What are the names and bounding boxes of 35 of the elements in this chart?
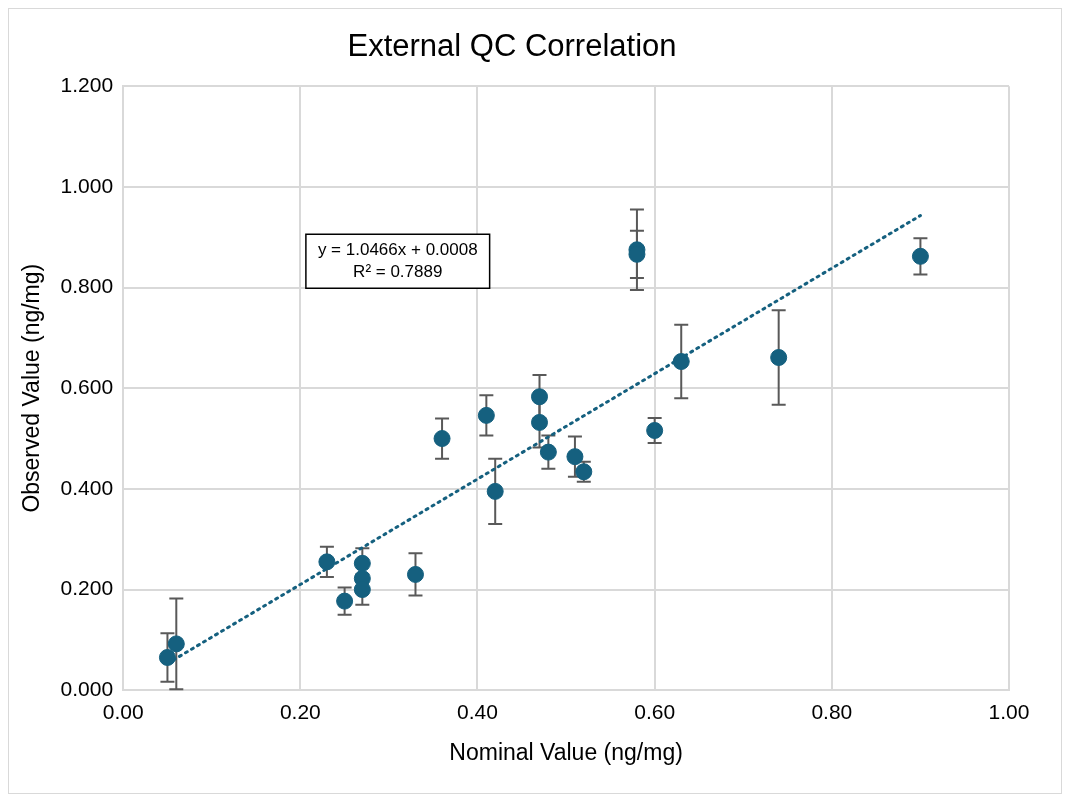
y-tick-label: 0.400: [60, 475, 114, 499]
y-axis-title: Observed Value (ng/mg): [18, 263, 45, 513]
point: [566, 448, 584, 466]
point: [486, 482, 504, 500]
x-tick-label: 1.00: [988, 699, 1030, 723]
y-tick-label: 0.000: [60, 677, 114, 700]
point: [477, 406, 495, 424]
x-tick-label: 0.60: [634, 699, 676, 723]
annotation: R² = 0.7889: [353, 261, 443, 281]
y-tick-label: 0.200: [60, 576, 114, 600]
point: [353, 554, 371, 572]
annotation: y = 1.0466x + 0.0008: [317, 239, 478, 259]
point: [167, 635, 185, 653]
y-tick-label: 1.200: [60, 73, 114, 96]
point: [911, 247, 929, 265]
y-tick-label: 0.600: [60, 375, 114, 398]
point: [318, 553, 336, 571]
y-tick-label: 0.800: [60, 274, 114, 298]
x-tick-label: 0.00: [102, 699, 144, 723]
point: [406, 565, 424, 583]
point: [158, 648, 176, 666]
x-tick-label: 0.40: [457, 699, 498, 723]
chart-title: External QC Correlation: [347, 28, 677, 64]
point: [646, 421, 664, 439]
point: [531, 388, 548, 406]
x-tick-label: 0.20: [279, 699, 321, 723]
point: [433, 430, 451, 448]
point: [770, 349, 788, 366]
x-axis-title: Nominal Value (ng/mg): [449, 738, 683, 765]
point: [672, 353, 690, 371]
point: [531, 413, 548, 431]
point: [336, 592, 354, 610]
y-tick-label: 1.000: [60, 173, 114, 197]
x-tick-label: 0.80: [811, 699, 853, 723]
point: [539, 443, 557, 461]
